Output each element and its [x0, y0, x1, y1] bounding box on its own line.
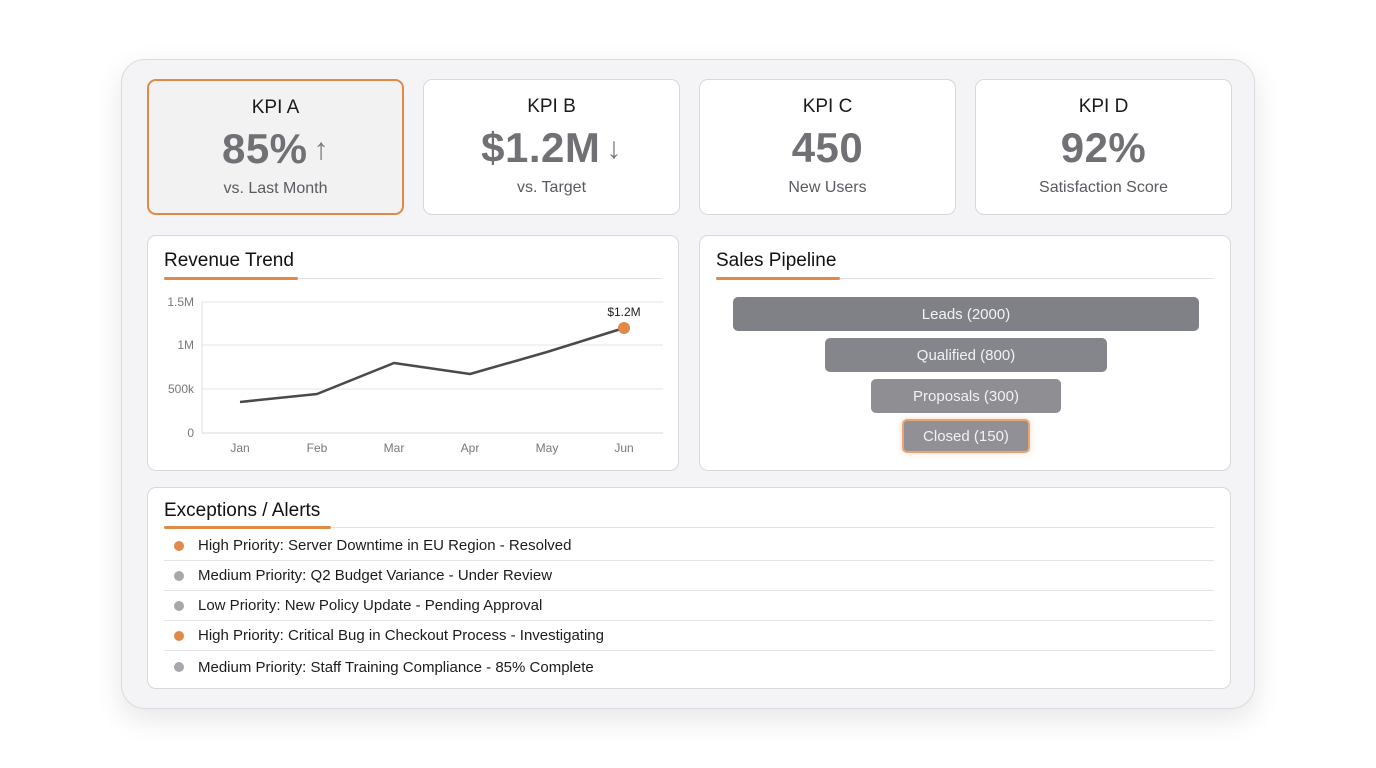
- divider: [164, 527, 1214, 528]
- panel-title: Exceptions / Alerts: [164, 500, 321, 521]
- revenue-line: [239, 326, 625, 404]
- y-tick-label: 1M: [177, 338, 194, 352]
- alert-item[interactable]: High Priority: Server Downtime in EU Reg…: [164, 531, 1214, 561]
- kpi-value: 450: [791, 124, 864, 171]
- kpi-card-b[interactable]: KPI B $1.2M ↓ vs. Target: [423, 79, 680, 215]
- y-tick-label: 500k: [168, 382, 195, 396]
- kpi-value: 85% ↑: [221, 125, 330, 172]
- svg-text:Mar: Mar: [384, 441, 405, 455]
- y-tick-label: 0: [187, 426, 194, 440]
- priority-high-dot-icon: [174, 630, 184, 641]
- funnel-stage-qualified[interactable]: Qualified (800): [825, 338, 1107, 372]
- kpi-subtitle: vs. Last Month: [223, 180, 328, 197]
- priority-high-dot-icon: [174, 540, 184, 551]
- kpi-card-d[interactable]: KPI D 92% Satisfaction Score: [975, 79, 1232, 215]
- funnel-stage-leads[interactable]: Leads (2000): [733, 297, 1199, 331]
- title-underline: [164, 526, 331, 529]
- revenue-line-chart: 1.5M 1M 500k 0 Jan Feb Mar Apr May Jun $…: [167, 295, 663, 455]
- svg-text:Apr: Apr: [461, 441, 480, 455]
- svg-text:May: May: [536, 441, 559, 455]
- kpi-title: KPI A: [251, 97, 300, 118]
- alerts-panel: Exceptions / Alerts High Priority: Serve…: [147, 487, 1231, 689]
- alert-item[interactable]: High Priority: Critical Bug in Checkout …: [164, 621, 1214, 651]
- divider: [716, 278, 1214, 279]
- sales-pipeline-panel: Sales Pipeline Leads (2000) Qualified (8…: [699, 235, 1231, 471]
- funnel-stage-proposals[interactable]: Proposals (300): [871, 379, 1061, 413]
- priority-medium-dot-icon: [174, 570, 184, 581]
- revenue-trend-panel: Revenue Trend 1.5M 1M 500k 0 Jan Feb Mar…: [147, 235, 679, 471]
- kpi-card-c[interactable]: KPI C 450 New Users: [699, 79, 956, 215]
- alert-item[interactable]: Medium Priority: Staff Training Complian…: [164, 652, 1214, 682]
- highlight-point: [618, 322, 630, 334]
- arrow-down-icon: ↓: [606, 132, 622, 165]
- panel-title: Revenue Trend: [164, 250, 294, 271]
- alert-item[interactable]: Medium Priority: Q2 Budget Variance - Un…: [164, 561, 1214, 591]
- kpi-card-a[interactable]: KPI A 85% ↑ vs. Last Month: [147, 79, 404, 215]
- kpi-value: 92%: [1060, 124, 1147, 171]
- kpi-subtitle: Satisfaction Score: [1039, 179, 1168, 196]
- end-value-label: $1.2M: [607, 305, 640, 319]
- x-tick-labels: Jan Feb Mar Apr May Jun: [230, 441, 633, 455]
- title-underline: [716, 277, 840, 280]
- priority-low-dot-icon: [174, 600, 184, 611]
- title-underline: [164, 277, 298, 280]
- svg-text:Jun: Jun: [614, 441, 633, 455]
- kpi-title: KPI C: [802, 96, 853, 117]
- divider: [164, 278, 662, 279]
- kpi-value: $1.2M ↓: [481, 124, 622, 171]
- kpi-title: KPI B: [527, 96, 576, 117]
- kpi-subtitle: vs. Target: [516, 179, 587, 196]
- svg-text:Feb: Feb: [307, 441, 328, 455]
- y-gridlines: 1.5M 1M 500k 0: [167, 295, 663, 440]
- dashboard-frame: KPI A 85% ↑ vs. Last Month KPI B $1.2M ↓ v…: [121, 59, 1255, 709]
- panel-title: Sales Pipeline: [716, 250, 837, 271]
- priority-medium-dot-icon: [174, 662, 184, 672]
- funnel-stage-closed[interactable]: Closed (150): [902, 419, 1030, 453]
- kpi-title: KPI D: [1078, 96, 1129, 117]
- svg-text:Jan: Jan: [230, 441, 249, 455]
- alert-item[interactable]: Low Priority: New Policy Update - Pendin…: [164, 591, 1214, 621]
- y-tick-label: 1.5M: [167, 295, 194, 309]
- kpi-subtitle: New Users: [788, 179, 867, 196]
- arrow-up-icon: ↑: [313, 133, 330, 166]
